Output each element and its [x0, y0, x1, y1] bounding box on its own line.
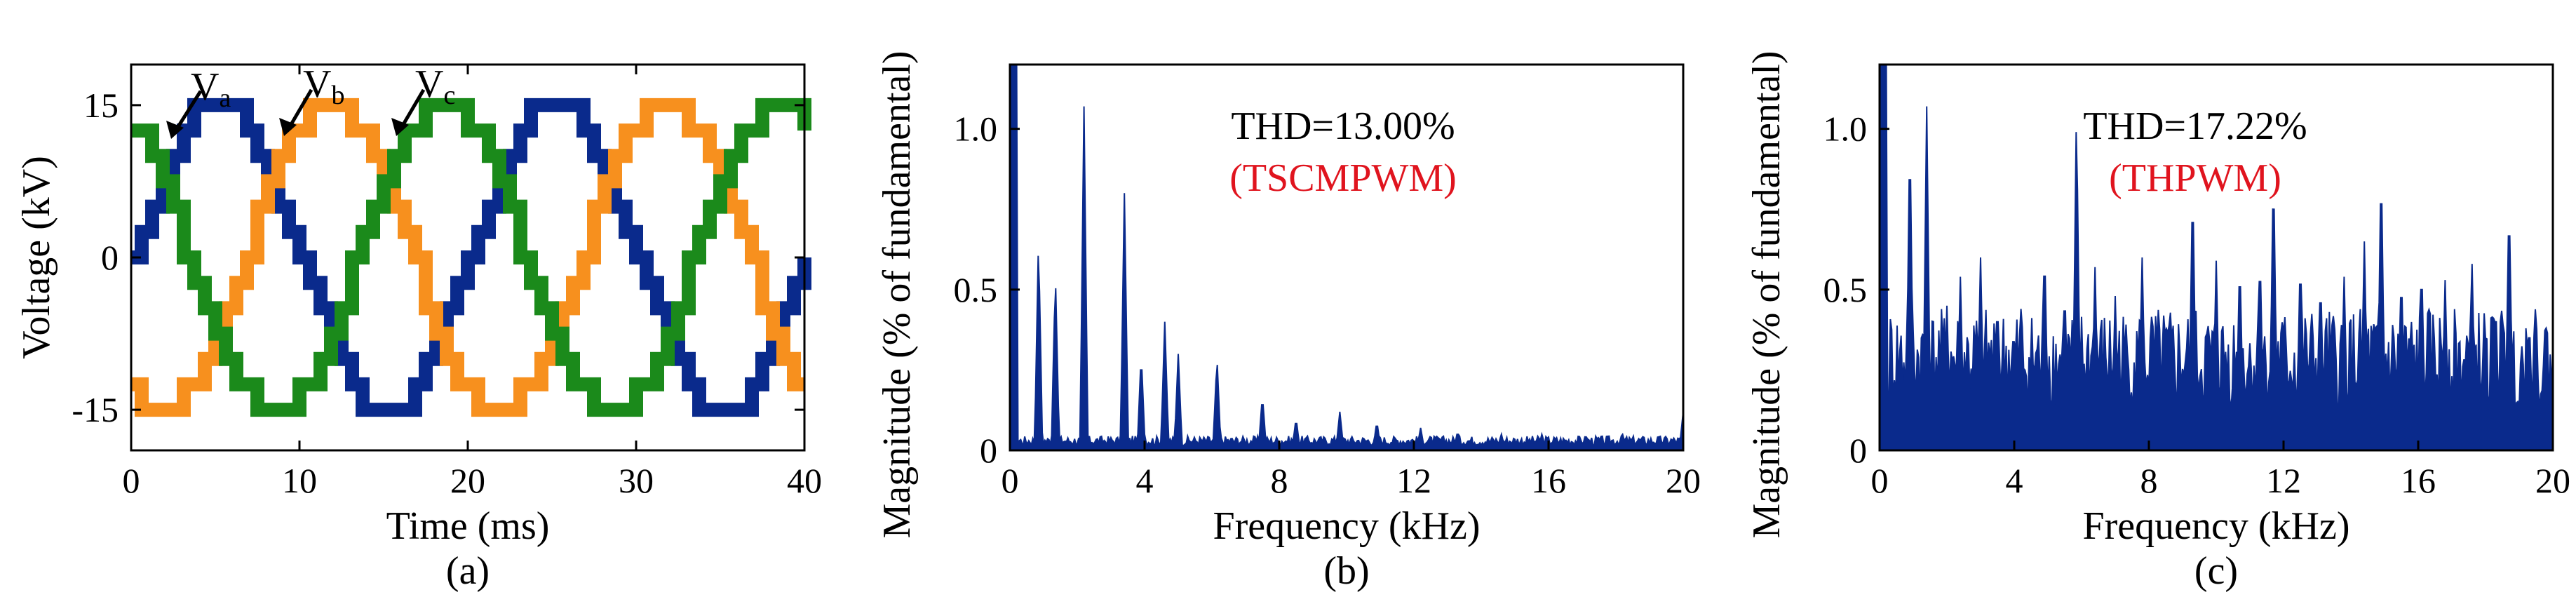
method-label: (TSCMPWM)	[1229, 156, 1457, 200]
panel-b-spectrum-chart: 0 4 8 12 16 20 0 0.5 1.0 THD=13.00% (TSCMPWM) Fr…	[875, 51, 1701, 593]
y-tick-label: 0	[980, 431, 997, 470]
svg-text:Va: Va	[191, 65, 231, 113]
x-tick-label: 12	[2266, 461, 2301, 500]
x-tick-label: 40	[787, 461, 822, 500]
plot-frame	[1878, 63, 2554, 452]
x-tick-label: 16	[2401, 461, 2436, 500]
y-tick-label: 1.0	[1823, 109, 1868, 149]
harmonic-spectrum	[1009, 64, 1684, 451]
y-tick-label: 0	[101, 238, 119, 277]
y-tick-label: 0	[1849, 431, 1867, 470]
arrowhead-va	[166, 121, 184, 139]
x-tick-label: 20	[450, 461, 485, 500]
axis-ticks: 0 4 8 12 16 20 0 0.5 1.0	[1823, 109, 2571, 500]
y-tick-label: 0.5	[954, 270, 998, 309]
x-tick-label: 8	[2140, 461, 2158, 500]
x-axis-label: Frequency (kHz)	[2083, 504, 2350, 548]
panel-c-spectrum-chart: 0 4 8 12 16 20 0 0.5 1.0 THD=17.22% (THPWM) Freq…	[1745, 51, 2570, 593]
series-va	[131, 98, 811, 417]
panel-caption: (c)	[2194, 549, 2238, 593]
thd-label: THD=13.00%	[1231, 105, 1455, 148]
thd-label: THD=17.22%	[2083, 105, 2307, 148]
arrowhead-vb	[279, 118, 297, 136]
label-vb: Vb	[279, 62, 344, 136]
series-vc	[131, 98, 811, 417]
method-label: (THPWM)	[2109, 156, 2281, 200]
x-tick-label: 4	[2006, 461, 2023, 500]
panel-caption: (b)	[1323, 549, 1369, 593]
y-axis-label: Magnitude (% of fundamental)	[1745, 51, 1788, 538]
x-axis-label: Frequency (kHz)	[1213, 504, 1481, 548]
y-axis-label: Magnitude (% of fundamental)	[875, 51, 919, 538]
x-tick-label: 16	[1531, 461, 1566, 500]
arrowhead-vc	[391, 118, 409, 136]
x-tick-label: 0	[1002, 461, 1019, 500]
label-vc: Vc	[391, 62, 455, 136]
y-axis-label: Voltage (kV)	[15, 156, 58, 359]
y-tick-label: 1.0	[954, 109, 998, 149]
x-tick-label: 8	[1271, 461, 1288, 500]
plot-frame	[1009, 63, 1685, 452]
x-tick-label: 20	[2535, 461, 2570, 500]
y-tick-label: 0.5	[1823, 270, 1868, 309]
x-tick-label: 20	[1666, 461, 1701, 500]
x-tick-label: 30	[619, 461, 654, 500]
svg-text:Vc: Vc	[415, 62, 455, 110]
x-axis-label: Time (ms)	[386, 504, 550, 548]
x-tick-label: 0	[123, 461, 140, 500]
series-vb	[131, 98, 804, 417]
label-va: Va	[166, 65, 231, 139]
panel-caption: (a)	[446, 549, 490, 593]
x-tick-label: 10	[282, 461, 317, 500]
axis-ticks: 0 4 8 12 16 20 0 0.5 1.0	[954, 109, 1701, 500]
phase-voltage-waveforms	[131, 98, 811, 417]
spectrum-area	[1879, 64, 2554, 451]
y-tick-label: -15	[72, 390, 119, 429]
x-tick-label: 0	[1871, 461, 1889, 500]
harmonic-spectrum	[1879, 64, 2554, 451]
y-tick-label: 15	[83, 86, 119, 125]
x-tick-label: 12	[1396, 461, 1431, 500]
svg-text:Vb: Vb	[303, 62, 344, 110]
spectrum-area	[1009, 64, 1684, 451]
x-tick-label: 4	[1136, 461, 1154, 500]
